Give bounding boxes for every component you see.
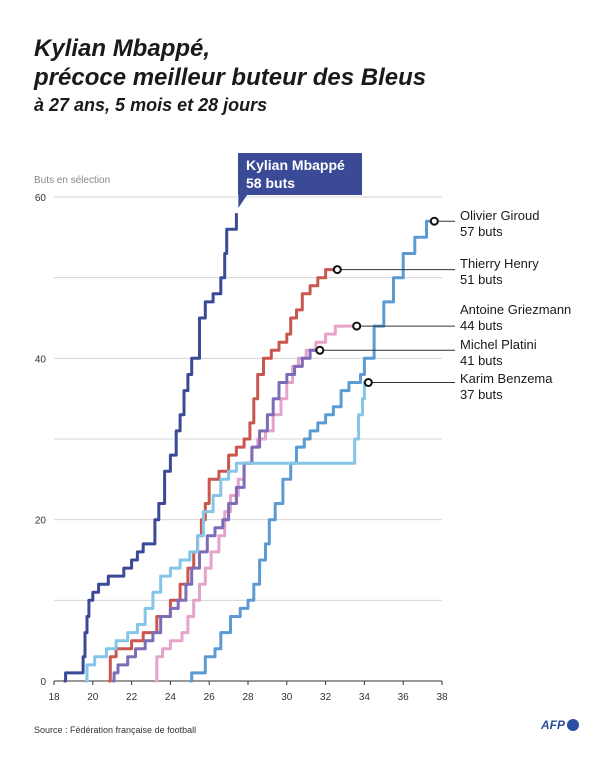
- x-tick-label: 18: [48, 692, 60, 703]
- series-value-karim-benzema: 37 buts: [460, 387, 503, 402]
- x-tick-label: 26: [204, 692, 216, 703]
- y-tick-label: 0: [40, 677, 46, 688]
- mbappe-callout: Kylian Mbappé 58 buts: [238, 153, 362, 208]
- y-tick-label: 20: [35, 516, 47, 527]
- end-marker-olivier-giroud: [429, 216, 439, 226]
- end-marker-michel-platini: [315, 345, 325, 355]
- end-marker-karim-benzema: [363, 378, 373, 388]
- callout-box: [238, 153, 362, 195]
- afp-logo-text: AFP: [541, 718, 565, 732]
- x-tick-label: 22: [126, 692, 138, 703]
- afp-logo-dot: [567, 719, 579, 731]
- series-name-michel-platini: Michel Platini: [460, 337, 537, 352]
- series-line-kylian-mbapp-: [63, 213, 238, 683]
- title-line-1: Kylian Mbappé,: [34, 35, 211, 62]
- series-line-thierry-henry: [108, 268, 336, 683]
- chart-title: Kylian Mbappé, précoce meilleur buteur d…: [34, 34, 426, 92]
- y-tick-label: 40: [35, 354, 47, 365]
- end-marker-antoine-griezmann: [352, 321, 362, 331]
- series-value-michel-platini: 41 buts: [460, 353, 503, 368]
- title-line-2: précoce meilleur buteur des Bleus: [34, 64, 427, 91]
- x-axis-ticks: 18 20 22 24 26 28 30 32 34 36 38: [48, 681, 448, 703]
- x-tick-label: 38: [436, 692, 448, 703]
- series-name-karim-benzema: Karim Benzema: [460, 371, 553, 386]
- y-tick-label: 60: [35, 193, 47, 204]
- x-tick-label: 30: [281, 692, 293, 703]
- end-marker-thierry-henry: [332, 265, 342, 275]
- series-line-antoine-griezmann: [154, 324, 355, 683]
- series-value-antoine-griezmann: 44 buts: [460, 318, 503, 333]
- y-axis-ticks: 0 20 40 60: [35, 193, 47, 688]
- series-name-olivier-giroud: Olivier Giroud: [460, 208, 539, 223]
- series-name-thierry-henry: Thierry Henry: [460, 256, 539, 271]
- series-value-olivier-giroud: 57 buts: [460, 224, 503, 239]
- series-value-thierry-henry: 51 buts: [460, 272, 503, 287]
- x-tick-label: 32: [320, 692, 332, 703]
- x-tick-label: 36: [398, 692, 410, 703]
- series-line-michel-platini: [112, 348, 318, 683]
- callout-value: 58 buts: [246, 175, 295, 191]
- x-tick-label: 24: [165, 692, 177, 703]
- chart-subtitle: à 27 ans, 5 mois et 28 jours: [34, 95, 268, 115]
- series-name-antoine-griezmann: Antoine Griezmann: [460, 302, 571, 317]
- source-note: Source : Fédération française de footbal…: [34, 725, 197, 735]
- y-axis-label: Buts en sélection: [34, 175, 110, 186]
- callout-name: Kylian Mbappé: [246, 157, 345, 173]
- x-tick-label: 20: [87, 692, 99, 703]
- x-tick-label: 34: [359, 692, 371, 703]
- callout-pointer: [238, 193, 249, 208]
- afp-logo: AFP: [541, 718, 579, 732]
- series-line-karim-benzema: [85, 381, 367, 683]
- series-lines: [63, 213, 433, 683]
- x-tick-label: 28: [242, 692, 254, 703]
